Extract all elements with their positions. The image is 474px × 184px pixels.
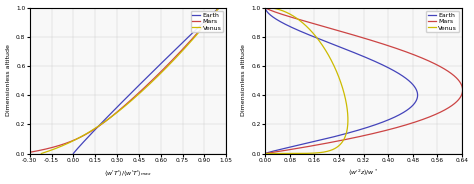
- X-axis label: $\langle w'^2 z\rangle/w^*$: $\langle w'^2 z\rangle/w^*$: [348, 168, 379, 178]
- Legend: Earth, Mars, Venus: Earth, Mars, Venus: [191, 11, 223, 32]
- Y-axis label: Dimensionless altitude: Dimensionless altitude: [6, 45, 10, 116]
- Legend: Earth, Mars, Venus: Earth, Mars, Venus: [426, 11, 459, 32]
- Y-axis label: Dimensionless altitude: Dimensionless altitude: [241, 45, 246, 116]
- X-axis label: $\langle w'T'\rangle/\langle w'T'\rangle_{max}$: $\langle w'T'\rangle/\langle w'T'\rangle…: [104, 168, 152, 178]
